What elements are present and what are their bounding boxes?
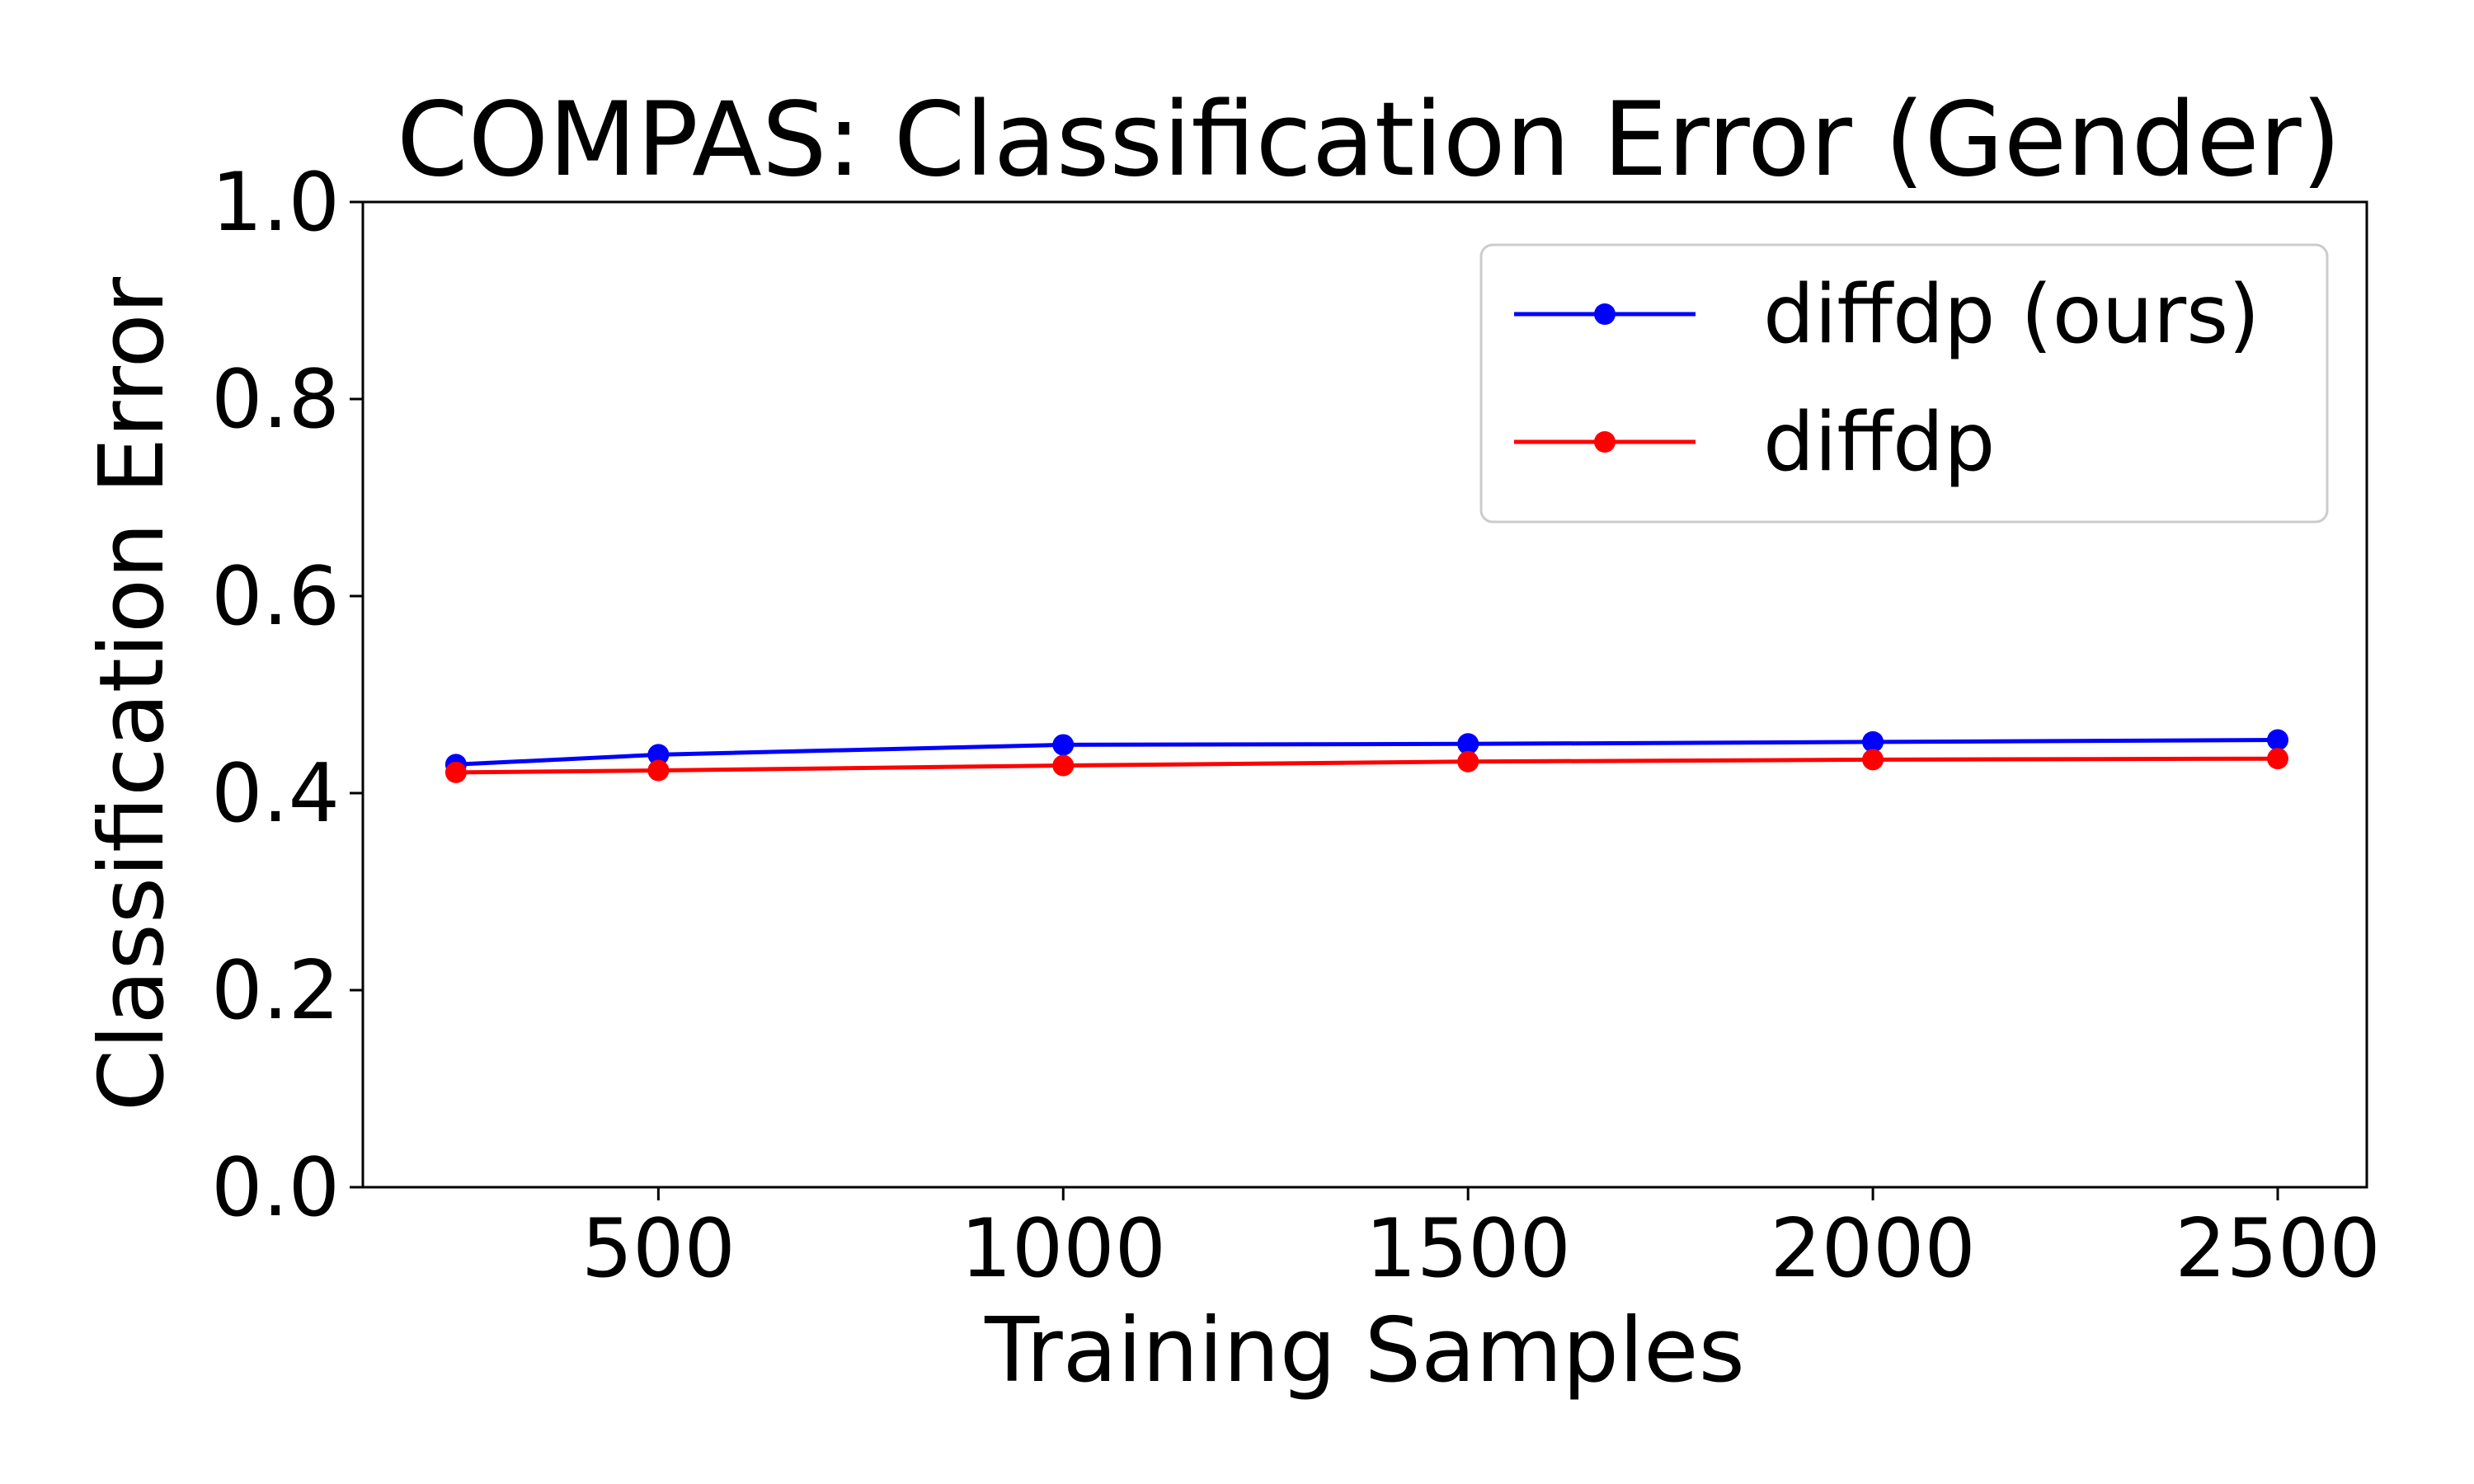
x-tick-label: 1500	[1365, 1202, 1570, 1296]
data-point	[647, 744, 670, 766]
data-point	[1457, 733, 1479, 755]
series-line	[454, 738, 2280, 767]
data-point	[2267, 729, 2288, 751]
y-axis: 0.0 0.2 0.4 0.6 0.8 1.0	[211, 156, 363, 1235]
data-point	[1052, 754, 1075, 777]
legend-item-2: diffdp	[1514, 396, 1995, 490]
plot-area	[444, 729, 2288, 783]
data-point	[444, 761, 467, 783]
y-tick-label: 0.8	[211, 353, 340, 447]
x-tick-label: 2000	[1770, 1202, 1975, 1296]
y-tick-label: 0.0	[211, 1141, 340, 1235]
y-tick-label: 0.2	[211, 944, 340, 1038]
y-axis-label: Classification Error	[81, 276, 184, 1111]
legend: diffdp (ours) diffdp	[1479, 243, 2329, 524]
legend-marker-swatch	[1594, 303, 1616, 325]
data-point	[1862, 730, 1884, 753]
series-line	[454, 756, 2280, 775]
y-tick-label: 0.4	[211, 747, 340, 841]
data-point	[1457, 750, 1479, 773]
legend-label: diffdp (ours)	[1763, 268, 2260, 362]
data-point	[1052, 734, 1075, 756]
plot-frame	[361, 200, 2368, 1189]
y-tick-label: 1.0	[211, 156, 340, 250]
y-tick-label: 0.6	[211, 550, 340, 644]
legend-label: diffdp	[1763, 396, 1995, 490]
x-axis: 500 1000 1500 2000 2500	[581, 1187, 2381, 1296]
legend-marker-swatch	[1594, 431, 1616, 453]
x-tick-label: 500	[581, 1202, 736, 1296]
series-2	[444, 748, 2288, 783]
data-point	[647, 759, 670, 782]
data-point	[2267, 748, 2288, 770]
chart-title: COMPAS: Classification Error (Gender)	[397, 81, 2341, 200]
legend-item-1: diffdp (ours)	[1514, 268, 2260, 362]
x-tick-label: 1000	[961, 1202, 1166, 1296]
data-point	[1862, 749, 1884, 771]
x-tick-label: 2500	[2175, 1202, 2380, 1296]
x-axis-label: Training Samples	[984, 1299, 1745, 1402]
